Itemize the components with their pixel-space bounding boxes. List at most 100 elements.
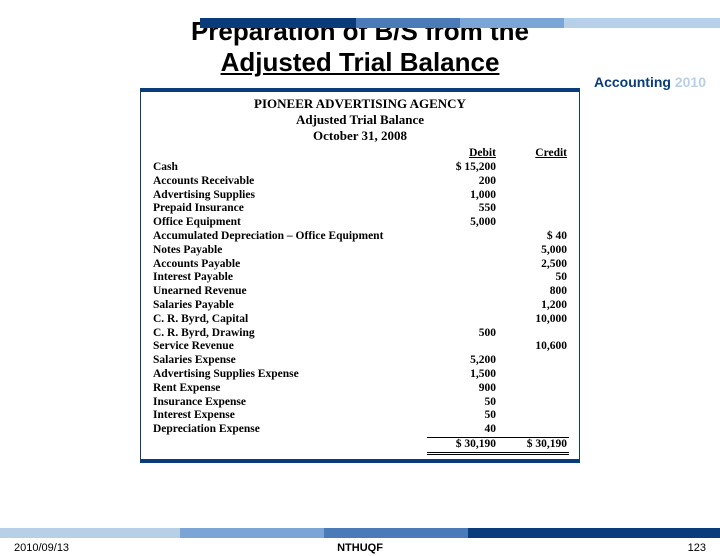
credit-cell (498, 409, 569, 423)
tb-statement: Adjusted Trial Balance (151, 112, 569, 128)
table-row: Salaries Expense5,200 (151, 354, 569, 368)
credit-cell (498, 327, 569, 341)
account-name: Office Equipment (151, 216, 427, 230)
table-row: Notes Payable 5,000 (151, 244, 569, 258)
trial-balance-table: Debit Credit Cash$ 15,200Accounts Receiv… (151, 147, 569, 455)
account-name: Prepaid Insurance (151, 202, 427, 216)
footer-mid: NTHUQF (337, 542, 383, 554)
brand-part1: Accounting (594, 74, 671, 90)
debit-cell (427, 230, 498, 244)
account-name: Cash (151, 161, 427, 175)
table-row: Service Revenue 10,600 (151, 340, 569, 354)
table-header-row: Debit Credit (151, 147, 569, 161)
table-row: Interest Payable 50 (151, 271, 569, 285)
account-name: Accumulated Depreciation – Office Equipm… (151, 230, 427, 244)
account-name: Notes Payable (151, 244, 427, 258)
account-name: Service Revenue (151, 340, 427, 354)
account-name: Rent Expense (151, 382, 427, 396)
account-name: Accounts Receivable (151, 175, 427, 189)
table-row: Prepaid Insurance550 (151, 202, 569, 216)
top-stripe (200, 18, 720, 28)
debit-cell: 5,000 (427, 216, 498, 230)
title-line2: Adjusted Trial Balance (221, 47, 500, 77)
brand-part2: 2010 (671, 74, 706, 90)
tb-company: PIONEER ADVERTISING AGENCY (151, 96, 569, 112)
credit-cell (498, 161, 569, 175)
debit-cell (427, 244, 498, 258)
total-debit: $ 30,190 (427, 437, 498, 453)
footer-date: 2010/09/13 (14, 542, 69, 554)
credit-cell: 1,200 (498, 299, 569, 313)
table-row: Salaries Payable 1,200 (151, 299, 569, 313)
debit-cell: 550 (427, 202, 498, 216)
debit-cell (427, 258, 498, 272)
credit-cell (498, 175, 569, 189)
table-row: Cash$ 15,200 (151, 161, 569, 175)
debit-cell: $ 15,200 (427, 161, 498, 175)
table-row: Insurance Expense50 (151, 396, 569, 410)
account-name: Salaries Expense (151, 354, 427, 368)
credit-cell (498, 423, 569, 437)
table-row: Accounts Payable 2,500 (151, 258, 569, 272)
credit-cell: 10,000 (498, 313, 569, 327)
debit-cell: 1,500 (427, 368, 498, 382)
bottom-stripe (0, 528, 720, 538)
total-credit: $ 30,190 (498, 437, 569, 453)
account-name: C. R. Byrd, Capital (151, 313, 427, 327)
credit-cell (498, 354, 569, 368)
col-credit: Credit (498, 147, 569, 161)
credit-cell (498, 216, 569, 230)
table-row: Advertising Supplies Expense1,500 (151, 368, 569, 382)
account-name: Interest Payable (151, 271, 427, 285)
footer: 2010/09/13 NTHUQF 123 (0, 538, 720, 556)
table-total-row: $ 30,190 $ 30,190 (151, 437, 569, 453)
account-name: Advertising Supplies Expense (151, 368, 427, 382)
debit-cell: 200 (427, 175, 498, 189)
table-row: Unearned Revenue 800 (151, 285, 569, 299)
trial-balance-box: PIONEER ADVERTISING AGENCY Adjusted Tria… (140, 88, 580, 462)
table-row: Accounts Receivable200 (151, 175, 569, 189)
table-row: Interest Expense50 (151, 409, 569, 423)
debit-cell (427, 271, 498, 285)
account-name: Unearned Revenue (151, 285, 427, 299)
credit-cell: 800 (498, 285, 569, 299)
table-row: C. R. Byrd, Capital 10,000 (151, 313, 569, 327)
debit-cell: 50 (427, 396, 498, 410)
account-name: Accounts Payable (151, 258, 427, 272)
table-row: Office Equipment5,000 (151, 216, 569, 230)
debit-cell: 1,000 (427, 189, 498, 203)
account-name: Salaries Payable (151, 299, 427, 313)
credit-cell (498, 382, 569, 396)
table-row: Advertising Supplies1,000 (151, 189, 569, 203)
credit-cell (498, 202, 569, 216)
footer-page: 123 (688, 542, 706, 554)
credit-cell: 10,600 (498, 340, 569, 354)
debit-cell (427, 299, 498, 313)
table-row: Depreciation Expense40 (151, 423, 569, 437)
table-row: C. R. Byrd, Drawing500 (151, 327, 569, 341)
account-name: Interest Expense (151, 409, 427, 423)
col-debit: Debit (427, 147, 498, 161)
credit-cell: $ 40 (498, 230, 569, 244)
account-name: Insurance Expense (151, 396, 427, 410)
credit-cell: 5,000 (498, 244, 569, 258)
credit-cell: 2,500 (498, 258, 569, 272)
trial-balance-header: PIONEER ADVERTISING AGENCY Adjusted Tria… (151, 96, 569, 143)
debit-cell: 500 (427, 327, 498, 341)
debit-cell (427, 285, 498, 299)
debit-cell (427, 340, 498, 354)
debit-cell: 50 (427, 409, 498, 423)
credit-cell (498, 368, 569, 382)
debit-cell: 40 (427, 423, 498, 437)
brand-label: Accounting 2010 (594, 74, 706, 90)
table-row: Rent Expense900 (151, 382, 569, 396)
account-name: Advertising Supplies (151, 189, 427, 203)
credit-cell (498, 396, 569, 410)
credit-cell: 50 (498, 271, 569, 285)
debit-cell: 900 (427, 382, 498, 396)
credit-cell (498, 189, 569, 203)
account-name: C. R. Byrd, Drawing (151, 327, 427, 341)
account-name: Depreciation Expense (151, 423, 427, 437)
tb-date: October 31, 2008 (151, 128, 569, 144)
table-row: Accumulated Depreciation – Office Equipm… (151, 230, 569, 244)
